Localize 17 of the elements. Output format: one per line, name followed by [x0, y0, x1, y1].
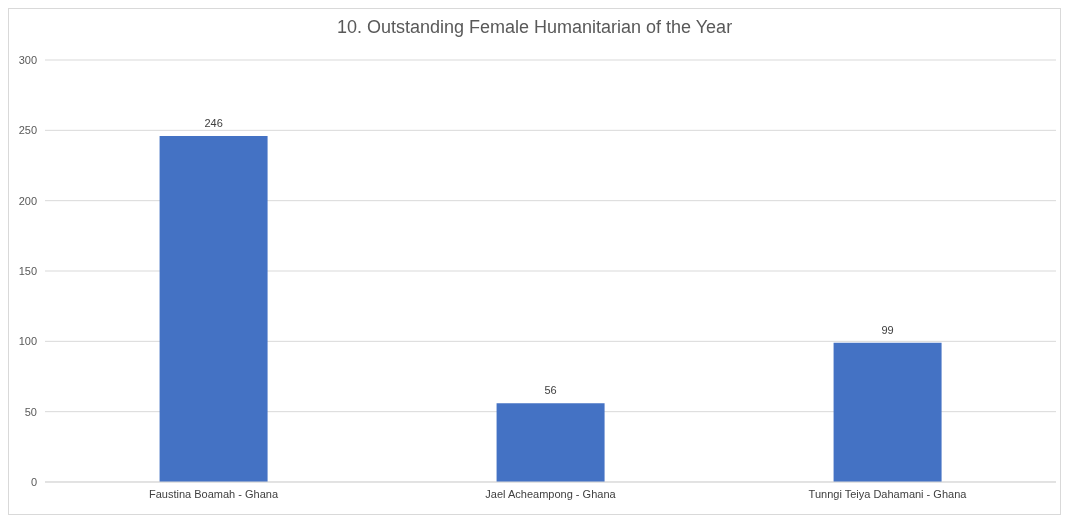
data-label: 99: [881, 323, 894, 336]
y-tick-label: 0: [30, 475, 37, 488]
y-tick-label: 50: [24, 405, 37, 418]
data-label: 246: [204, 116, 223, 129]
chart-title: 10. Outstanding Female Humanitarian of the Year: [335, 16, 734, 39]
bar: [159, 135, 268, 482]
x-tick-label: Faustina Boamah - Ghana: [148, 487, 279, 500]
y-tick-label: 150: [18, 264, 37, 277]
y-tick-label: 250: [18, 124, 37, 137]
bar: [833, 342, 942, 482]
y-tick-label: 100: [18, 335, 37, 348]
x-tick-label: Tunngi Teiya Dahamani - Ghana: [808, 487, 968, 500]
y-tick-label: 200: [18, 194, 37, 207]
x-tick-label: Jael Acheampong - Ghana: [485, 487, 617, 500]
y-tick-label: 300: [18, 53, 37, 66]
data-label: 56: [544, 384, 557, 397]
bar: [496, 403, 605, 482]
